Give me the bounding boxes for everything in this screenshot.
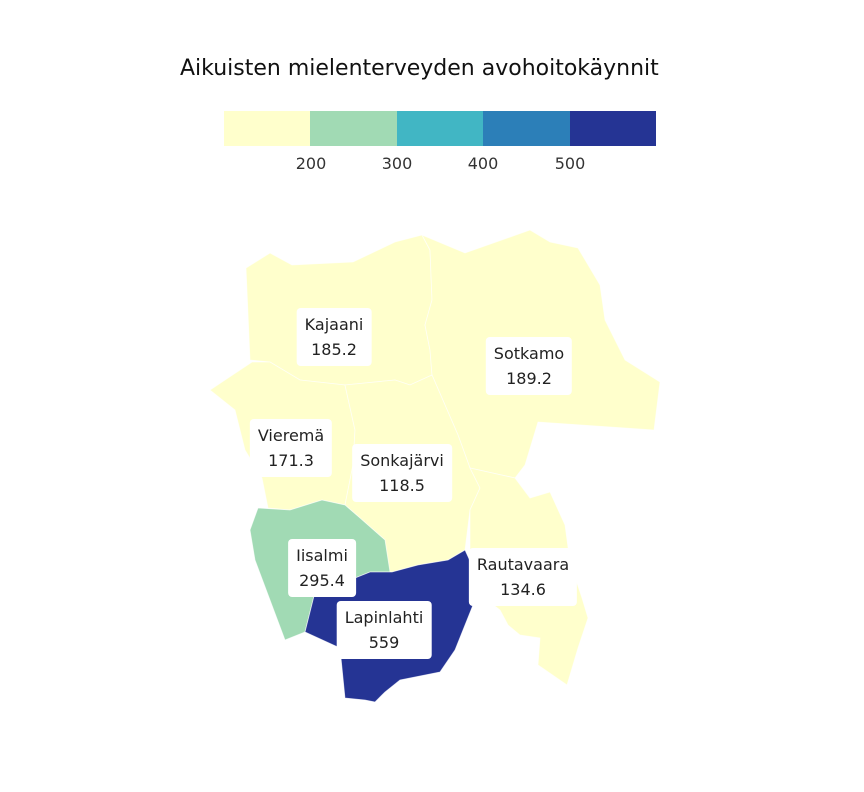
legend-swatch-3 — [396, 111, 484, 146]
label-viereme-name: Vieremä — [257, 426, 325, 445]
legend-tick-300: 300 — [381, 154, 413, 173]
legend-swatch-1 — [224, 111, 311, 146]
label-lapinlahti-value: 559 — [368, 633, 400, 652]
label-lapinlahti-name: Lapinlahti — [344, 608, 424, 627]
label-viereme-value: 171.3 — [268, 451, 314, 470]
label-rautavaara-value: 134.6 — [500, 580, 546, 599]
label-iisalmi: Iisalmi 295.4 — [288, 539, 356, 597]
legend-swatch-5 — [569, 111, 657, 146]
label-kajaani-name: Kajaani — [304, 315, 364, 334]
legend-tick-500: 500 — [554, 154, 586, 173]
label-rautavaara-name: Rautavaara — [476, 555, 570, 574]
label-rautavaara: Rautavaara 134.6 — [468, 548, 578, 606]
label-kajaani-value: 185.2 — [311, 340, 357, 359]
legend-tick-200: 200 — [295, 154, 327, 173]
color-legend — [224, 111, 657, 146]
label-sonkajarvi-name: Sonkajärvi — [360, 451, 444, 470]
label-iisalmi-name: Iisalmi — [296, 546, 348, 565]
label-sonkajarvi-value: 118.5 — [379, 476, 425, 495]
label-sotkamo-name: Sotkamo — [493, 344, 565, 363]
label-iisalmi-value: 295.4 — [299, 571, 345, 590]
label-sonkajarvi: Sonkajärvi 118.5 — [352, 444, 452, 502]
map-title: Aikuisten mielenterveyden avohoitokäynni… — [180, 56, 659, 81]
label-kajaani: Kajaani 185.2 — [296, 308, 372, 366]
label-viereme: Vieremä 171.3 — [249, 419, 333, 477]
label-lapinlahti: Lapinlahti 559 — [336, 601, 432, 659]
legend-swatch-2 — [310, 111, 397, 146]
legend-tick-400: 400 — [467, 154, 499, 173]
legend-swatch-4 — [483, 111, 570, 146]
label-sotkamo: Sotkamo 189.2 — [485, 337, 573, 395]
label-sotkamo-value: 189.2 — [506, 369, 552, 388]
